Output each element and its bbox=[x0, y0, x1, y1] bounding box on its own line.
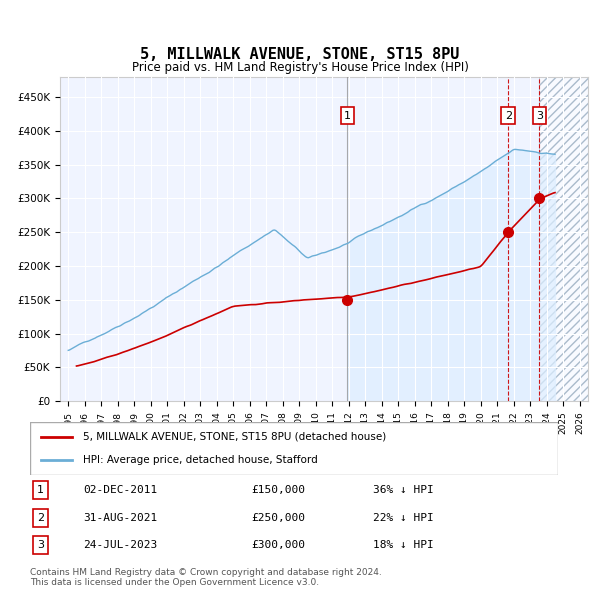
Text: 2: 2 bbox=[505, 111, 512, 120]
Text: 5, MILLWALK AVENUE, STONE, ST15 8PU (detached house): 5, MILLWALK AVENUE, STONE, ST15 8PU (det… bbox=[83, 432, 386, 442]
Text: £150,000: £150,000 bbox=[252, 486, 306, 496]
Text: 02-DEC-2011: 02-DEC-2011 bbox=[83, 486, 157, 496]
Text: 5, MILLWALK AVENUE, STONE, ST15 8PU: 5, MILLWALK AVENUE, STONE, ST15 8PU bbox=[140, 47, 460, 62]
Text: 1: 1 bbox=[37, 486, 44, 496]
Text: 2: 2 bbox=[37, 513, 44, 523]
Text: 31-AUG-2021: 31-AUG-2021 bbox=[83, 513, 157, 523]
Bar bbox=[539, 77, 588, 401]
Text: 1: 1 bbox=[344, 111, 351, 120]
Text: Contains HM Land Registry data © Crown copyright and database right 2024.: Contains HM Land Registry data © Crown c… bbox=[30, 568, 382, 577]
Text: 36% ↓ HPI: 36% ↓ HPI bbox=[373, 486, 434, 496]
Text: £300,000: £300,000 bbox=[252, 540, 306, 550]
Text: Price paid vs. HM Land Registry's House Price Index (HPI): Price paid vs. HM Land Registry's House … bbox=[131, 61, 469, 74]
Text: 18% ↓ HPI: 18% ↓ HPI bbox=[373, 540, 434, 550]
Text: 22% ↓ HPI: 22% ↓ HPI bbox=[373, 513, 434, 523]
Text: 24-JUL-2023: 24-JUL-2023 bbox=[83, 540, 157, 550]
Text: HPI: Average price, detached house, Stafford: HPI: Average price, detached house, Staf… bbox=[83, 455, 317, 465]
Text: 3: 3 bbox=[536, 111, 543, 120]
Text: 3: 3 bbox=[37, 540, 44, 550]
Text: £250,000: £250,000 bbox=[252, 513, 306, 523]
Text: This data is licensed under the Open Government Licence v3.0.: This data is licensed under the Open Gov… bbox=[30, 578, 319, 587]
